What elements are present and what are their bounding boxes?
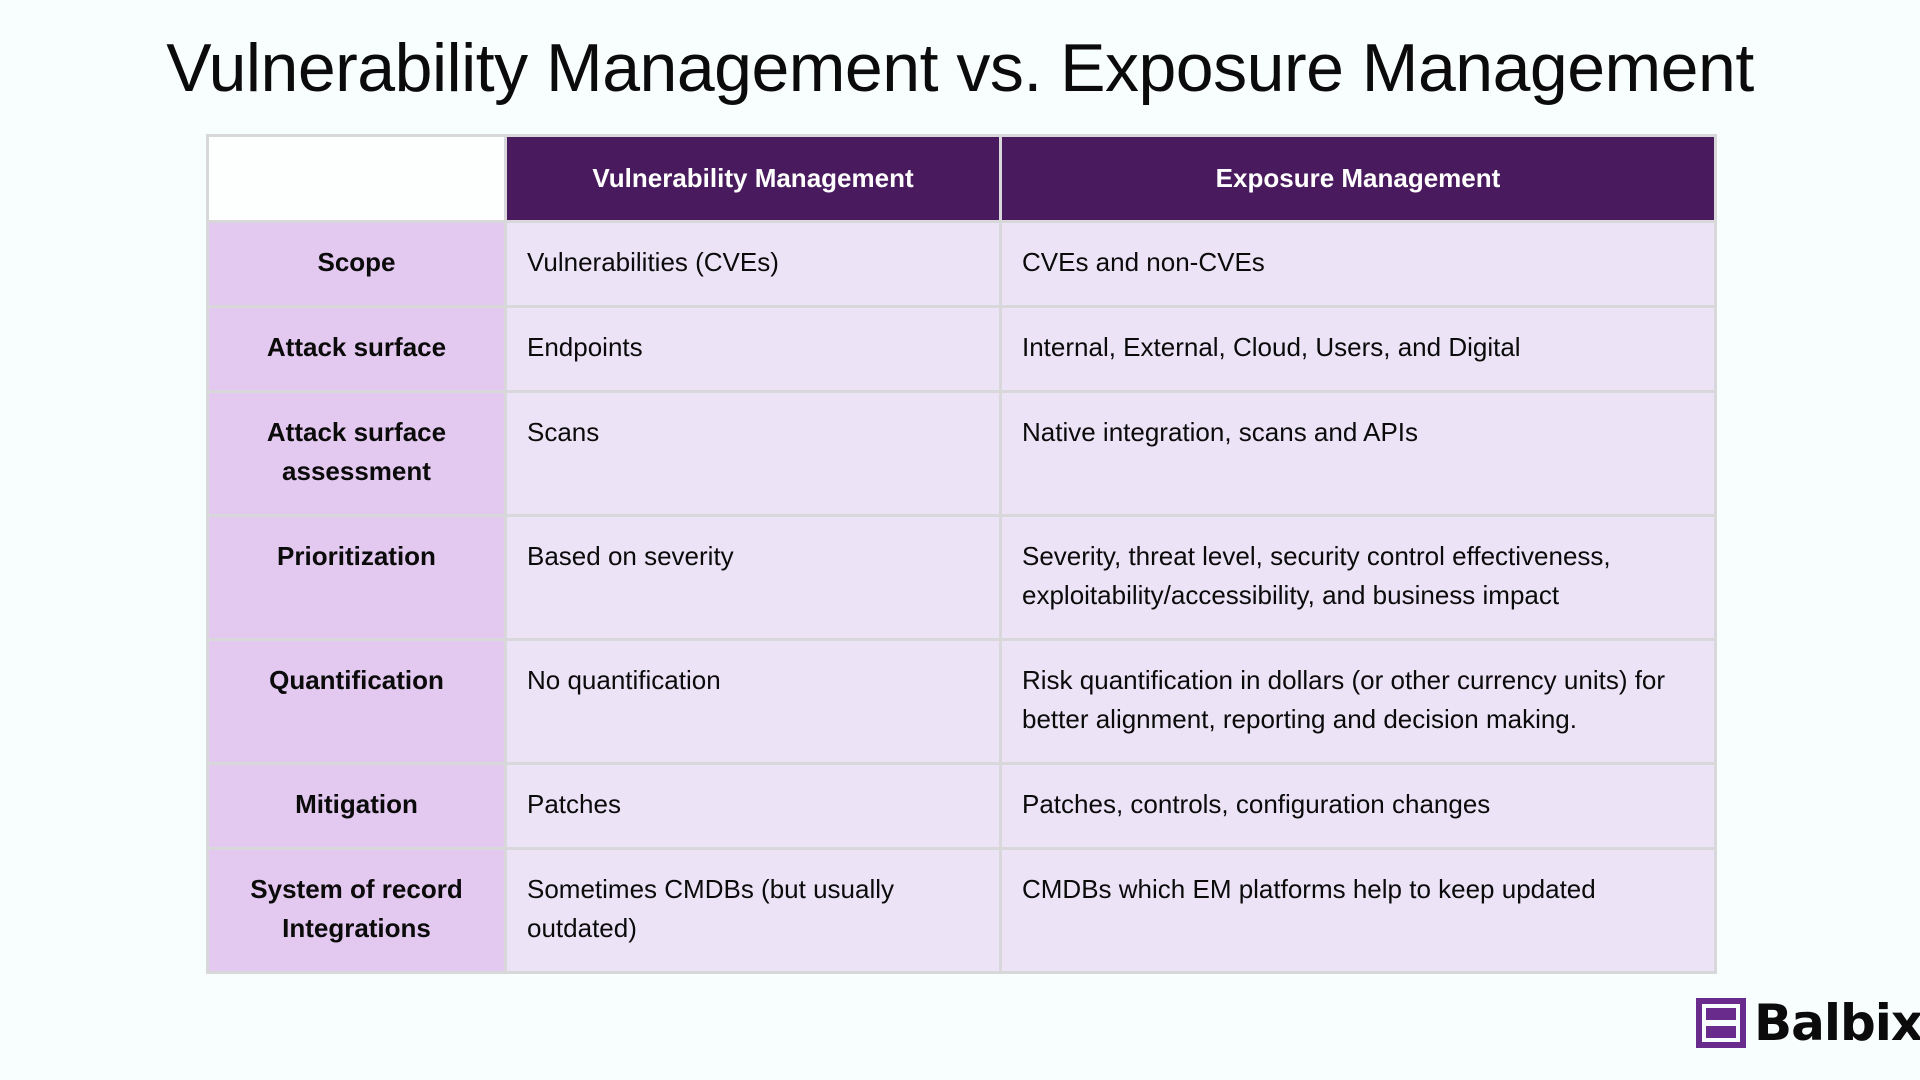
table-row: Quantification No quantification Risk qu…: [206, 638, 1717, 765]
table-row: Prioritization Based on severity Severit…: [206, 514, 1717, 641]
table-row: Attack surface Endpoints Internal, Exter…: [206, 305, 1717, 393]
cell-vm-attack-surface-assessment: Scans: [504, 390, 1002, 517]
row-label-mitigation: Mitigation: [206, 762, 507, 850]
page-title: Vulnerability Management vs. Exposure Ma…: [166, 30, 1754, 106]
header-exposure-management: Exposure Management: [999, 134, 1717, 223]
cell-vm-mitigation: Patches: [504, 762, 1002, 850]
cell-vm-scope: Vulnerabilities (CVEs): [504, 220, 1002, 308]
cell-em-scope: CVEs and non-CVEs: [999, 220, 1717, 308]
cell-em-quantification: Risk quantification in dollars (or other…: [999, 638, 1717, 765]
table-row: Scope Vulnerabilities (CVEs) CVEs and no…: [206, 220, 1717, 308]
cell-em-attack-surface: Internal, External, Cloud, Users, and Di…: [999, 305, 1717, 393]
table-row: Attack surface assessment Scans Native i…: [206, 390, 1717, 517]
row-label-attack-surface: Attack surface: [206, 305, 507, 393]
row-label-scope: Scope: [206, 220, 507, 308]
row-label-prioritization: Prioritization: [206, 514, 507, 641]
row-label-attack-surface-assessment: Attack surface assessment: [206, 390, 507, 517]
brand-name: Balbix: [1754, 994, 1920, 1052]
cell-vm-quantification: No quantification: [504, 638, 1002, 765]
brand-logo: Balbix ®: [1696, 998, 1920, 1048]
cell-em-mitigation: Patches, controls, configuration changes: [999, 762, 1717, 850]
table-row: System of record Integrations Sometimes …: [206, 847, 1717, 974]
cell-vm-attack-surface: Endpoints: [504, 305, 1002, 393]
row-label-system-of-record: System of record Integrations: [206, 847, 507, 974]
cell-vm-system-of-record: Sometimes CMDBs (but usually outdated): [504, 847, 1002, 974]
balbix-logo-icon: [1696, 998, 1746, 1048]
comparison-table: Vulnerability Management Exposure Manage…: [206, 134, 1717, 974]
cell-em-prioritization: Severity, threat level, security control…: [999, 514, 1717, 641]
header-vulnerability-management: Vulnerability Management: [504, 134, 1002, 223]
cell-em-attack-surface-assessment: Native integration, scans and APIs: [999, 390, 1717, 517]
cell-em-system-of-record: CMDBs which EM platforms help to keep up…: [999, 847, 1717, 974]
header-corner-cell: [206, 134, 507, 223]
table-header-row: Vulnerability Management Exposure Manage…: [206, 134, 1717, 223]
cell-vm-prioritization: Based on severity: [504, 514, 1002, 641]
row-label-quantification: Quantification: [206, 638, 507, 765]
table-row: Mitigation Patches Patches, controls, co…: [206, 762, 1717, 850]
